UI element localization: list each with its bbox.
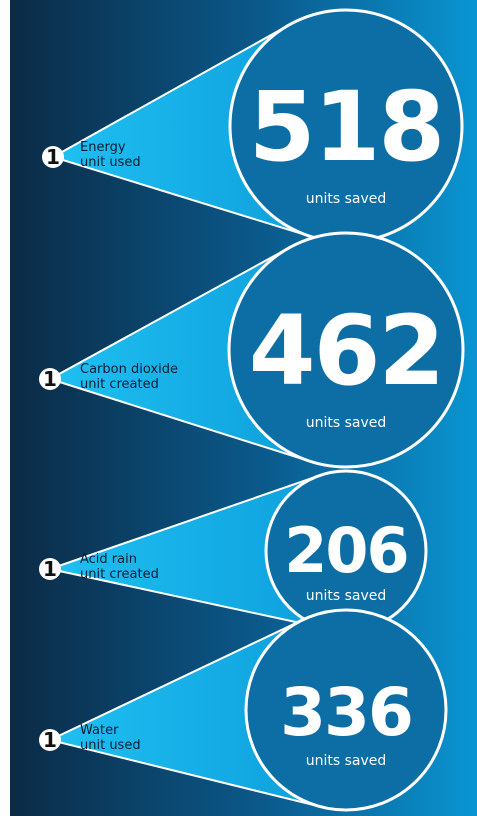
saved-unit: units saved <box>306 588 387 604</box>
label-line: unit created <box>80 567 159 582</box>
saved-unit: units saved <box>306 415 387 431</box>
badge <box>39 729 61 751</box>
label-line: Energy <box>80 140 126 155</box>
badge-number: 1 <box>43 557 57 581</box>
stat-circle <box>244 608 448 812</box>
stat-circle <box>227 231 465 469</box>
badge-number: 1 <box>43 728 57 752</box>
label-line: unit used <box>80 155 141 170</box>
saved-number: 518 <box>249 71 443 183</box>
badge-number: 1 <box>43 367 57 391</box>
saved-unit: units saved <box>306 753 387 769</box>
saved-number: 462 <box>249 295 443 407</box>
label-line: Acid rain <box>80 552 137 567</box>
saved-number: 336 <box>280 674 412 751</box>
badge <box>39 368 61 390</box>
badge <box>39 558 61 580</box>
label-line: unit used <box>80 738 141 753</box>
label-line: Carbon dioxide <box>80 362 178 377</box>
label-line: unit created <box>80 377 159 392</box>
saved-number: 206 <box>284 514 407 587</box>
badge <box>42 146 64 168</box>
label-line: Water <box>80 723 119 738</box>
saved-unit: units saved <box>306 191 387 207</box>
badge-number: 1 <box>46 145 60 169</box>
circles <box>227 8 465 812</box>
